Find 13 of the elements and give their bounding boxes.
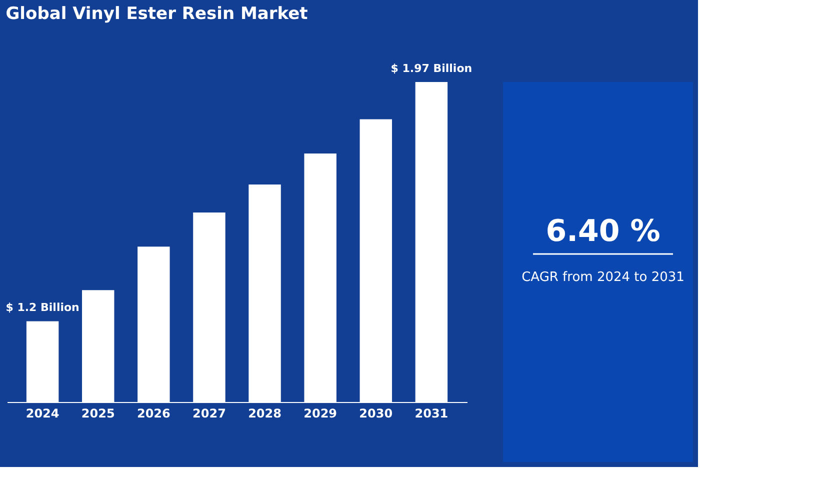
x-tick-label: 2024 (26, 406, 60, 420)
x-tick-label: 2031 (414, 406, 448, 420)
x-tick-label: 2027 (192, 406, 226, 420)
data-label: $ 1.2 Billion (6, 301, 80, 314)
x-tick-label: 2029 (304, 406, 338, 420)
x-tick-label: 2030 (359, 406, 393, 420)
x-tick-label: 2025 (81, 406, 115, 420)
chart-title: Global Vinyl Ester Resin Market (6, 4, 308, 24)
x-tick-label: 2028 (248, 406, 282, 420)
x-tick-label: 2026 (136, 406, 170, 420)
data-label: $ 1.97 Billion (390, 62, 472, 75)
text: CAGR from 2024 to 2031 (522, 270, 684, 285)
text: 6.40 % (546, 214, 660, 249)
